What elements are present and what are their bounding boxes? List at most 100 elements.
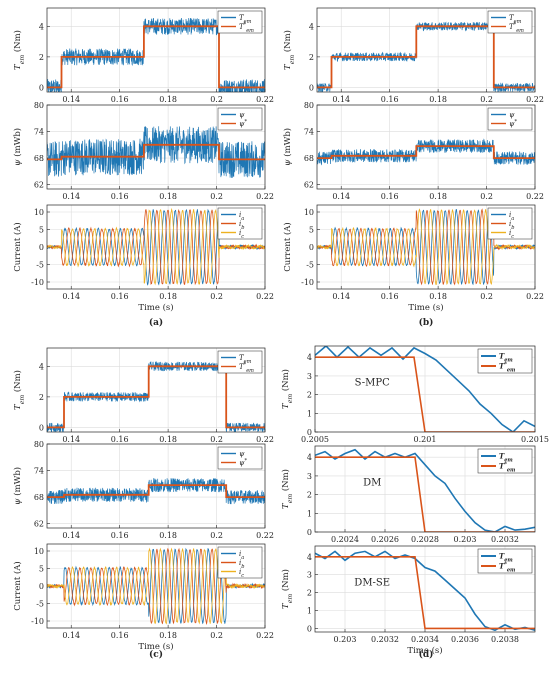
- series-T*_em: [47, 365, 265, 429]
- y-tick-label: 1: [307, 607, 312, 616]
- y-tick-label: 62: [34, 181, 44, 190]
- y-tick-label: 74: [304, 128, 314, 137]
- legend-entry: Tem: [239, 354, 252, 365]
- y-axis-label: ψ (mWb): [12, 128, 23, 166]
- x-tick-label: 0.22: [256, 435, 274, 444]
- y-axis-label: Tem (Nm): [280, 369, 294, 409]
- y-tick-label: 2: [39, 393, 44, 402]
- series-i_b: [47, 209, 265, 286]
- x-tick-label: 0.16: [381, 95, 399, 104]
- axes-frame: [316, 104, 536, 190]
- y-tick-label: 62: [304, 181, 314, 190]
- series-i_c: [47, 207, 265, 286]
- panel-label: (b): [419, 317, 434, 328]
- x-tick-label: 0.16: [111, 95, 129, 104]
- series-ψ*: [47, 484, 265, 498]
- legend-box: [217, 350, 263, 374]
- y-tick-label: 0: [309, 243, 314, 252]
- y-tick-label: 68: [34, 154, 44, 163]
- x-tick-label: 0.2: [480, 95, 493, 104]
- series-ψ*: [47, 143, 265, 161]
- legend-entry: T*em: [509, 22, 524, 34]
- series-i_c: [317, 208, 535, 286]
- method-annotation: S-MPC: [355, 378, 391, 389]
- method-annotation: DM-SE: [354, 578, 390, 589]
- axes-frame: [46, 7, 266, 93]
- x-tick-label: 0.22: [256, 192, 274, 201]
- plot-lines: [47, 17, 265, 92]
- x-tick-label: 0.18: [159, 292, 177, 301]
- panel-label: (a): [149, 317, 163, 328]
- y-axis-label: Current (A): [282, 222, 293, 272]
- axes-frame: [316, 7, 536, 93]
- series-ψ: [47, 478, 265, 505]
- x-tick-label: 0.2: [210, 95, 223, 104]
- y-axis-label: Current (A): [12, 561, 23, 611]
- y-tick-label: 68: [304, 154, 314, 163]
- y-tick-label: 2: [307, 589, 312, 598]
- y-axis-label: Current (A): [12, 222, 23, 272]
- x-tick-label: 0.2015: [521, 435, 549, 444]
- legend-entry: ic: [239, 568, 244, 579]
- plot-lines: [315, 550, 535, 632]
- x-tick-label: 0.22: [256, 95, 274, 104]
- x-tick-label: 0.2: [210, 192, 223, 201]
- axes-frame: [46, 204, 266, 290]
- y-tick-label: 68: [34, 493, 44, 502]
- y-tick-label: 5: [309, 226, 314, 235]
- y-tick-label: 10: [34, 208, 44, 217]
- y-tick-label: 1: [307, 409, 312, 418]
- legend-entry: ψ: [239, 111, 245, 119]
- legend-entry: ia: [239, 211, 244, 222]
- series-T_em: [47, 361, 265, 432]
- plot-lines: [315, 346, 535, 432]
- x-tick-label: 0.18: [159, 192, 177, 201]
- panel-label: (d): [419, 649, 434, 660]
- subplot-5: 0.14 0.16 0.18 0.2 0.22 62 68 74 80 ψ (mWb) ψψ*: [282, 101, 544, 201]
- axes-frame: [314, 545, 536, 633]
- y-tick-label: 4: [39, 22, 44, 31]
- x-tick-label: 0.22: [526, 95, 544, 104]
- y-tick-label: 0: [309, 83, 314, 92]
- series-T*_em: [315, 456, 535, 532]
- legend-entry: T*em: [499, 362, 515, 374]
- series-i_c: [47, 547, 265, 625]
- y-tick-label: 0: [307, 528, 312, 537]
- y-tick-label: 62: [34, 520, 44, 529]
- y-tick-label: 0: [307, 624, 312, 633]
- x-tick-label: 0.18: [429, 192, 447, 201]
- x-tick-label: 0.14: [62, 631, 80, 640]
- legend-box: [477, 548, 533, 574]
- y-tick-label: 3: [307, 571, 312, 580]
- subplot-10: 0.2005 0.201 0.2015 0 1 2 3 4 Tem (Nm) S-MPC TemT*…: [280, 345, 549, 444]
- panel-label: (c): [149, 649, 163, 660]
- x-tick-label: 0.18: [429, 292, 447, 301]
- legend-entry: Tem: [509, 14, 522, 25]
- legend-entry: ψ*: [239, 458, 248, 467]
- y-tick-label: 0: [39, 243, 44, 252]
- x-tick-label: 0.22: [256, 292, 274, 301]
- series-i_b: [47, 547, 265, 625]
- x-tick-label: 0.14: [62, 95, 80, 104]
- legend: ψψ*: [217, 446, 263, 470]
- x-tick-label: 0.16: [111, 531, 129, 540]
- axes-frame: [316, 204, 536, 290]
- subplot-8: 0.14 0.16 0.18 0.2 0.22 62 68 74 80 ψ (mWb) ψψ*: [12, 440, 274, 540]
- x-tick-label: 0.2034: [411, 635, 439, 644]
- y-axis-label: Tem (Nm): [280, 469, 294, 509]
- y-tick-label: 0: [39, 423, 44, 432]
- x-tick-label: 0.14: [332, 95, 350, 104]
- subplot-11: 0.2024 0.2026 0.2028 0.203 0.2032 0 1 2 3 4 Tem (N…: [280, 445, 536, 544]
- series-T*_em: [47, 25, 265, 89]
- x-tick-label: 0.14: [332, 292, 350, 301]
- series-ψ: [317, 138, 535, 166]
- x-tick-label: 0.14: [62, 192, 80, 201]
- y-tick-label: 2: [307, 491, 312, 500]
- x-tick-label: 0.2: [480, 192, 493, 201]
- legend-entry: ic: [509, 229, 514, 240]
